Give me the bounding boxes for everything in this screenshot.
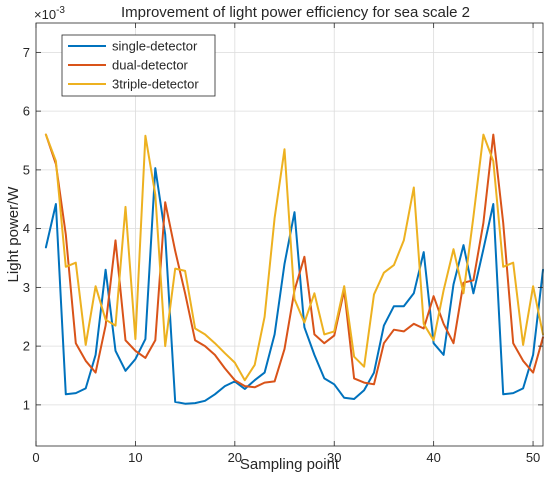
legend-label: single-detector: [112, 39, 198, 54]
chart-title: Improvement of light power efficiency fo…: [121, 4, 470, 21]
y-exponent-power: -3: [56, 5, 65, 16]
x-tick-label: 40: [426, 450, 440, 465]
x-tick-label: 20: [228, 450, 242, 465]
y-exponent-base: ×10: [34, 7, 56, 22]
x-tick-label: 0: [32, 450, 39, 465]
legend-label: 3triple-detector: [112, 77, 199, 92]
x-axis-label: Sampling point: [240, 456, 340, 473]
y-tick-label: 2: [23, 339, 30, 354]
x-tick-label: 10: [128, 450, 142, 465]
legend-label: dual-detector: [112, 58, 189, 73]
y-tick-label: 1: [23, 397, 30, 412]
x-tick-label: 50: [526, 450, 540, 465]
y-tick-label: 3: [23, 280, 30, 295]
y-tick-label: 7: [23, 45, 30, 60]
series-line-single-detector: [44, 167, 544, 405]
series-line-3triple-detector: [44, 133, 544, 382]
y-axis-label: Light power/W: [5, 186, 22, 283]
y-tick-label: 6: [23, 104, 30, 119]
axes-frame: [35, 22, 544, 447]
y-tick-label: 4: [23, 221, 30, 236]
legend: single-detector dual-detector 3triple-dete…: [61, 34, 216, 97]
axis-ticks: 0 10 20 30 40 50 1 2 3 4 5 6 7: [23, 23, 543, 465]
y-tick-label: 5: [23, 162, 30, 177]
y-axis-exponent: ×10-3: [34, 5, 65, 22]
series-lines: [44, 133, 544, 405]
x-tick-label: 30: [327, 450, 341, 465]
